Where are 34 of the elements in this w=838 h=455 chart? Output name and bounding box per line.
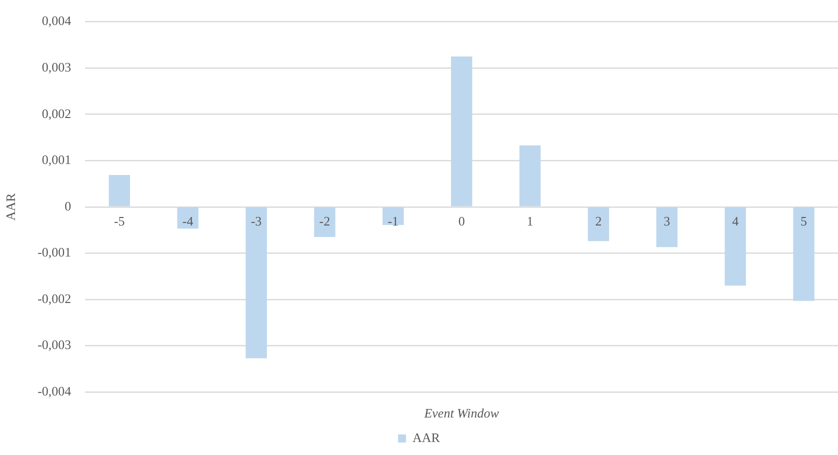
y-tick-label: 0,004 [42,13,72,28]
bar [177,208,198,229]
bar [519,145,541,206]
bar [450,56,472,206]
y-tick-label: 0,001 [42,152,72,168]
bar [382,208,404,225]
x-tick-label: -5 [114,213,125,228]
bar [588,208,610,242]
x-tick-label: -4 [182,213,194,228]
y-tick-label: 0 [64,198,72,214]
x-tick-label: 1 [526,213,534,228]
x-tick-label: -3 [250,213,262,228]
bar [793,208,814,301]
bar [246,208,267,358]
x-tick-label: 5 [800,213,808,228]
x-tick-label: 4 [732,213,740,228]
bar [724,208,746,286]
x-axis-title: Event Window [423,405,500,420]
x-tick-label: 2 [595,213,602,228]
y-tick-label: 0,002 [42,106,72,121]
y-axis-title: AAR [3,192,18,221]
bar [656,208,678,248]
y-tick-label: -0,004 [38,383,72,398]
y-tick-label: -0,002 [38,290,72,306]
y-tick-label: -0,003 [38,337,72,352]
bar [314,208,336,237]
bar [108,174,130,206]
x-tick-label: 3 [664,213,670,228]
y-tick-label: 0,003 [42,59,72,74]
y-tick-label: -0,001 [38,244,72,260]
x-tick-label: 0 [458,213,465,228]
legend-label: AAR [412,430,440,445]
x-tick-label: -2 [319,213,330,228]
x-tick-label: -1 [388,213,399,228]
